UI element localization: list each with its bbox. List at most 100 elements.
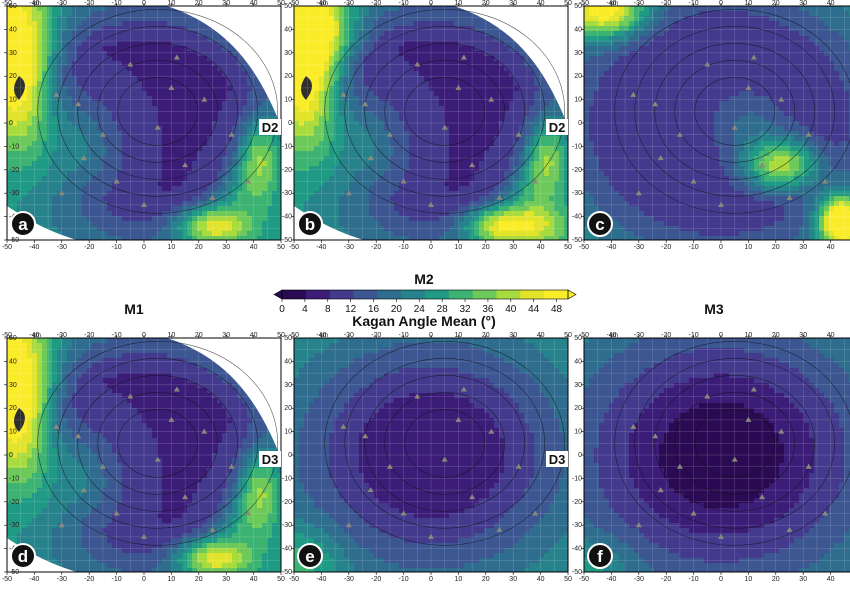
- heatmap-cell: [7, 111, 13, 117]
- heatmap-cell: [182, 71, 188, 77]
- heatmap-cell: [324, 41, 330, 47]
- heatmap-cell: [444, 36, 450, 42]
- heatmap-cell: [27, 16, 33, 22]
- heatmap-cell: [132, 91, 138, 97]
- heatmap-cell: [107, 111, 113, 117]
- heatmap-cell: [324, 141, 330, 147]
- heatmap-cell: [479, 91, 485, 97]
- heatmap-cell: [192, 166, 198, 172]
- heatmap-cell: [429, 171, 435, 177]
- heatmap-cell: [157, 41, 163, 47]
- x-tick-label: 10: [168, 0, 176, 7]
- heatmap-cell: [27, 166, 33, 172]
- heatmap-cell: [334, 186, 340, 192]
- heatmap-cell: [12, 181, 18, 187]
- heatmap-cell: [339, 126, 345, 132]
- heatmap-cell: [22, 171, 28, 177]
- heatmap-cell: [329, 211, 335, 217]
- heatmap-cell: [242, 106, 248, 112]
- heatmap-cell: [37, 26, 43, 32]
- heatmap-cell: [12, 161, 18, 167]
- heatmap-cell: [47, 121, 53, 127]
- heatmap-cell: [524, 106, 530, 112]
- heatmap-cell: [242, 146, 248, 152]
- heatmap-cell: [257, 201, 263, 207]
- heatmap-cell: [449, 76, 455, 82]
- heatmap-cell: [394, 96, 400, 102]
- heatmap-cell: [107, 66, 113, 72]
- heatmap-cell: [212, 41, 218, 47]
- heatmap-cell: [519, 66, 525, 72]
- heatmap-cell: [444, 91, 450, 97]
- heatmap-cell: [439, 21, 445, 27]
- heatmap-cell: [524, 196, 530, 202]
- heatmap-cell: [17, 161, 23, 167]
- heatmap-cell: [257, 111, 263, 117]
- heatmap-cell: [87, 116, 93, 122]
- heatmap-cell: [222, 151, 228, 157]
- heatmap-cell: [419, 146, 425, 152]
- heatmap-cell: [67, 206, 73, 212]
- heatmap-cell: [384, 126, 390, 132]
- heatmap-cell: [469, 11, 475, 17]
- heatmap-cell: [384, 171, 390, 177]
- heatmap-cell: [197, 56, 203, 62]
- heatmap-cell: [27, 171, 33, 177]
- heatmap-cell: [142, 226, 148, 232]
- heatmap-cell: [192, 231, 198, 237]
- heatmap-cell: [267, 206, 273, 212]
- heatmap-cell: [102, 11, 108, 17]
- heatmap-cell: [37, 36, 43, 42]
- heatmap-cell: [222, 206, 228, 212]
- heatmap-cell: [479, 111, 485, 117]
- heatmap-cell: [177, 81, 183, 87]
- heatmap-cell: [12, 31, 18, 37]
- heatmap-cell: [82, 86, 88, 92]
- heatmap-cell: [257, 181, 263, 187]
- heatmap-cell: [449, 211, 455, 217]
- heatmap-cell: [294, 86, 300, 92]
- heatmap-cell: [262, 216, 268, 222]
- heatmap-cell: [172, 231, 178, 237]
- heatmap-cell: [369, 36, 375, 42]
- heatmap-cell: [202, 201, 208, 207]
- heatmap-cell: [277, 176, 281, 182]
- heatmap-cell: [394, 151, 400, 157]
- heatmap-cell: [227, 51, 233, 57]
- heatmap-cell: [172, 141, 178, 147]
- heatmap-cell: [439, 26, 445, 32]
- heatmap-cell: [469, 156, 475, 162]
- heatmap-cell: [314, 71, 320, 77]
- heatmap-cell: [77, 36, 83, 42]
- heatmap-cell: [329, 61, 335, 67]
- heatmap-cell: [247, 201, 253, 207]
- heatmap-cell: [474, 76, 480, 82]
- heatmap-cell: [37, 66, 43, 72]
- heatmap-cell: [439, 96, 445, 102]
- heatmap-cell: [434, 81, 440, 87]
- heatmap-cell: [12, 111, 18, 117]
- heatmap-cell: [384, 26, 390, 32]
- heatmap-cell: [132, 86, 138, 92]
- heatmap-cell: [37, 166, 43, 172]
- heatmap-cell: [514, 116, 520, 122]
- heatmap-cell: [32, 61, 38, 67]
- heatmap-cell: [232, 211, 238, 217]
- heatmap-cell: [389, 46, 395, 52]
- heatmap-cell: [449, 176, 455, 182]
- heatmap-cell: [17, 151, 23, 157]
- heatmap-cell: [319, 201, 325, 207]
- heatmap-cell: [67, 106, 73, 112]
- heatmap-cell: [97, 106, 103, 112]
- heatmap-cell: [187, 191, 193, 197]
- heatmap-cell: [534, 66, 540, 72]
- heatmap-cell: [414, 31, 420, 37]
- heatmap-cell: [554, 116, 560, 122]
- heatmap-cell: [77, 211, 83, 217]
- heatmap-cell: [227, 131, 233, 137]
- heatmap-cell: [72, 186, 78, 192]
- heatmap-cell: [334, 26, 340, 32]
- heatmap-cell: [27, 131, 33, 137]
- heatmap-cell: [12, 66, 18, 72]
